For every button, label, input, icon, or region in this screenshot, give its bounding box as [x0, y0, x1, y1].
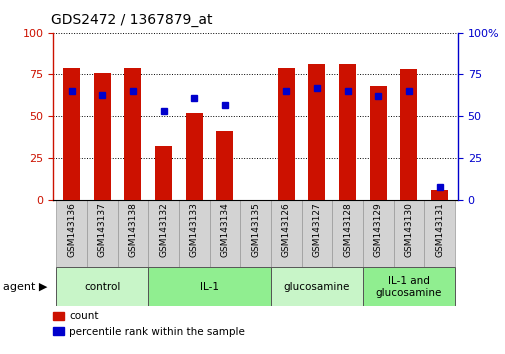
- Text: GSM143135: GSM143135: [250, 202, 260, 257]
- Bar: [399, 69, 417, 200]
- Bar: [308, 64, 325, 200]
- Text: GSM143133: GSM143133: [189, 202, 198, 257]
- Text: GSM143137: GSM143137: [97, 202, 107, 257]
- Text: GSM143128: GSM143128: [342, 202, 351, 257]
- Text: GSM143132: GSM143132: [159, 202, 168, 257]
- Bar: [148, 267, 270, 306]
- Bar: [87, 200, 117, 267]
- Bar: [338, 64, 355, 200]
- Bar: [270, 267, 362, 306]
- Bar: [362, 200, 393, 267]
- Bar: [277, 68, 294, 200]
- Bar: [178, 200, 209, 267]
- Bar: [56, 200, 87, 267]
- Text: agent ▶: agent ▶: [3, 282, 47, 292]
- Text: GSM143130: GSM143130: [403, 202, 413, 257]
- Text: GSM143138: GSM143138: [128, 202, 137, 257]
- Text: GSM143127: GSM143127: [312, 202, 321, 257]
- Bar: [393, 200, 423, 267]
- Bar: [430, 190, 447, 200]
- Text: GSM143136: GSM143136: [67, 202, 76, 257]
- Bar: [209, 200, 240, 267]
- Bar: [185, 113, 202, 200]
- Bar: [93, 73, 111, 200]
- Bar: [270, 200, 301, 267]
- Bar: [216, 131, 233, 200]
- Text: GDS2472 / 1367879_at: GDS2472 / 1367879_at: [50, 13, 212, 27]
- Legend: count, percentile rank within the sample: count, percentile rank within the sample: [53, 312, 244, 337]
- Bar: [63, 68, 80, 200]
- Text: GSM143134: GSM143134: [220, 202, 229, 257]
- Text: IL-1 and
glucosamine: IL-1 and glucosamine: [375, 276, 441, 298]
- Bar: [56, 267, 148, 306]
- Bar: [423, 200, 454, 267]
- Text: GSM143126: GSM143126: [281, 202, 290, 257]
- Bar: [301, 200, 332, 267]
- Bar: [369, 86, 386, 200]
- Text: glucosamine: glucosamine: [283, 282, 349, 292]
- Bar: [362, 267, 454, 306]
- Text: control: control: [84, 282, 120, 292]
- Text: GSM143131: GSM143131: [434, 202, 443, 257]
- Bar: [117, 200, 148, 267]
- Bar: [148, 200, 178, 267]
- Bar: [155, 147, 172, 200]
- Text: IL-1: IL-1: [199, 282, 219, 292]
- Text: GSM143129: GSM143129: [373, 202, 382, 257]
- Bar: [124, 68, 141, 200]
- Bar: [240, 200, 270, 267]
- Bar: [332, 200, 362, 267]
